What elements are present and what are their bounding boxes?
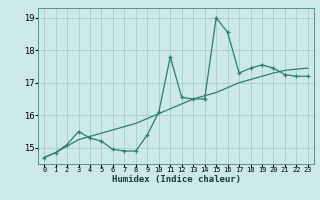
X-axis label: Humidex (Indice chaleur): Humidex (Indice chaleur): [111, 175, 241, 184]
